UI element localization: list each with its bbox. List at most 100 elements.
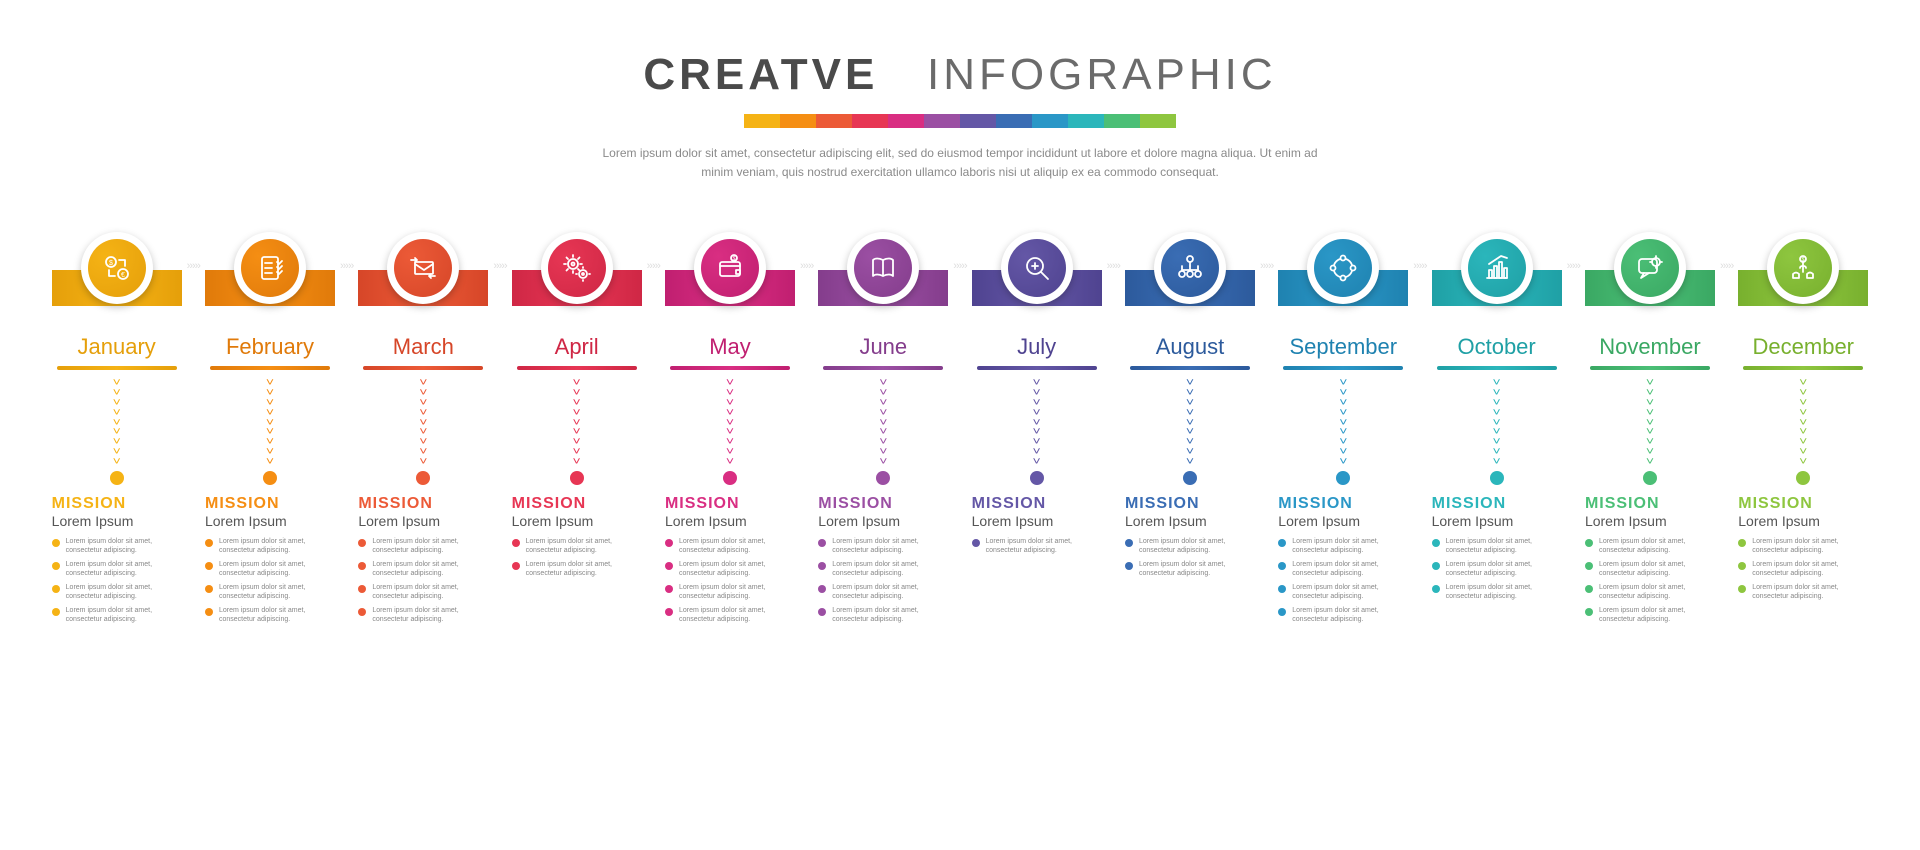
bullet-item: Lorem ipsum dolor sit amet, consectetur … (665, 537, 795, 555)
mission-subtitle: Lorem Ipsum (1738, 513, 1868, 529)
medal: $€ (81, 232, 153, 304)
mission-block: MISSION Lorem Ipsum Lorem ipsum dolor si… (665, 495, 795, 625)
medal (1461, 232, 1533, 304)
connector-chevrons: ››››› (1386, 260, 1454, 272)
vertical-chevrons-icon: ˅˅˅˅˅˅˅˅˅ (1646, 378, 1654, 466)
bullet-dot-icon (52, 608, 60, 616)
medal (847, 232, 919, 304)
mission-title: MISSION (972, 495, 1102, 513)
month-column: ››››› July ˅˅˅˅˅˅˅˅˅ MISSION Lorem Ipsum… (960, 232, 1113, 554)
bullet-item: Lorem ipsum dolor sit amet, consectetur … (818, 606, 948, 624)
bullet-text: Lorem ipsum dolor sit amet, consectetur … (372, 583, 488, 601)
bullet-list: Lorem ipsum dolor sit amet, consectetur … (52, 537, 182, 625)
month-column: ››››› October ˅˅˅˅˅˅˅˅˅ MISSION Lorem Ip… (1420, 232, 1573, 601)
icon-assembly (1125, 232, 1255, 322)
book-icon (854, 239, 912, 297)
bar-chart-icon (1468, 239, 1526, 297)
mission-subtitle: Lorem Ipsum (1585, 513, 1715, 529)
bullet-item: Lorem ipsum dolor sit amet, consectetur … (52, 583, 182, 601)
medal (234, 232, 306, 304)
vertical-chevrons-icon: ˅˅˅˅˅˅˅˅˅ (573, 378, 581, 466)
bullet-list: Lorem ipsum dolor sit amet, consectetur … (1125, 537, 1255, 578)
bullet-dot-icon (818, 562, 826, 570)
icon-assembly (512, 232, 642, 322)
bullet-text: Lorem ipsum dolor sit amet, consectetur … (1292, 537, 1408, 555)
mission-subtitle: Lorem Ipsum (205, 513, 335, 529)
org-chart-icon (1161, 239, 1219, 297)
terminal-dot-icon (1796, 471, 1810, 485)
connector-chevrons: ››››› (926, 260, 994, 272)
strip-swatch (744, 114, 780, 128)
bullet-list: Lorem ipsum dolor sit amet, consectetur … (972, 537, 1102, 555)
bullet-dot-icon (818, 539, 826, 547)
underline (1437, 366, 1557, 370)
magnifier-icon (1008, 239, 1066, 297)
bullet-dot-icon (52, 562, 60, 570)
mission-title: MISSION (665, 495, 795, 513)
title-light: INFOGRAPHIC (927, 50, 1277, 99)
bullet-dot-icon (1738, 562, 1746, 570)
underline (517, 366, 637, 370)
vertical-chevrons-icon: ˅˅˅˅˅˅˅˅˅ (1799, 378, 1807, 466)
bullet-item: Lorem ipsum dolor sit amet, consectetur … (512, 560, 642, 578)
bullet-text: Lorem ipsum dolor sit amet, consectetur … (1446, 537, 1562, 555)
connector-chevrons: ››››› (1079, 260, 1147, 272)
connector-chevrons: ››››› (1693, 260, 1761, 272)
bullet-dot-icon (205, 562, 213, 570)
bullet-text: Lorem ipsum dolor sit amet, consectetur … (1446, 583, 1562, 601)
mission-title: MISSION (1432, 495, 1562, 513)
bullet-dot-icon (665, 585, 673, 593)
underline (670, 366, 790, 370)
mission-block: MISSION Lorem Ipsum Lorem ipsum dolor si… (205, 495, 335, 625)
underline (210, 366, 330, 370)
medal (541, 232, 613, 304)
icon-assembly: $ (1738, 232, 1868, 322)
mission-subtitle: Lorem Ipsum (1278, 513, 1408, 529)
svg-text:€: € (121, 272, 125, 279)
bullet-text: Lorem ipsum dolor sit amet, consectetur … (372, 560, 488, 578)
bullet-text: Lorem ipsum dolor sit amet, consectetur … (372, 537, 488, 555)
mission-title: MISSION (52, 495, 182, 513)
mission-title: MISSION (1738, 495, 1868, 513)
terminal-dot-icon (110, 471, 124, 485)
strip-swatch (1068, 114, 1104, 128)
month-label: May (709, 334, 751, 360)
icon-assembly (1278, 232, 1408, 322)
bullet-text: Lorem ipsum dolor sit amet, consectetur … (1752, 560, 1868, 578)
mission-block: MISSION Lorem Ipsum Lorem ipsum dolor si… (512, 495, 642, 578)
bullet-text: Lorem ipsum dolor sit amet, consectetur … (1599, 560, 1715, 578)
bullet-item: Lorem ipsum dolor sit amet, consectetur … (1585, 560, 1715, 578)
svg-text:$: $ (1802, 257, 1805, 263)
strip-swatch (852, 114, 888, 128)
bullet-dot-icon (1278, 585, 1286, 593)
bullet-dot-icon (665, 562, 673, 570)
bullet-dot-icon (52, 585, 60, 593)
underline (1283, 366, 1403, 370)
month-column: ››››› November ˅˅˅˅˅˅˅˅˅ MISSION Lorem I… (1573, 232, 1726, 624)
bullet-text: Lorem ipsum dolor sit amet, consectetur … (1292, 606, 1408, 624)
vertical-chevrons-icon: ˅˅˅˅˅˅˅˅˅ (1339, 378, 1347, 466)
bullet-item: Lorem ipsum dolor sit amet, consectetur … (1278, 537, 1408, 555)
bullet-text: Lorem ipsum dolor sit amet, consectetur … (66, 583, 182, 601)
bullet-item: Lorem ipsum dolor sit amet, consectetur … (665, 606, 795, 624)
bullet-item: Lorem ipsum dolor sit amet, consectetur … (205, 537, 335, 555)
bullet-dot-icon (358, 539, 366, 547)
bullet-item: Lorem ipsum dolor sit amet, consectetur … (1585, 537, 1715, 555)
bullet-list: Lorem ipsum dolor sit amet, consectetur … (1738, 537, 1868, 602)
money-exchange-icon: $€ (88, 239, 146, 297)
mission-subtitle: Lorem Ipsum (818, 513, 948, 529)
bullet-item: Lorem ipsum dolor sit amet, consectetur … (205, 560, 335, 578)
bullet-list: Lorem ipsum dolor sit amet, consectetur … (1585, 537, 1715, 625)
vertical-chevrons-icon: ˅˅˅˅˅˅˅˅˅ (1493, 378, 1501, 466)
bullet-text: Lorem ipsum dolor sit amet, consectetur … (1292, 560, 1408, 578)
wallet-icon: $ (701, 239, 759, 297)
terminal-dot-icon (723, 471, 737, 485)
bullet-dot-icon (358, 608, 366, 616)
gears-icon (548, 239, 606, 297)
mission-block: MISSION Lorem Ipsum Lorem ipsum dolor si… (1432, 495, 1562, 602)
bullet-item: Lorem ipsum dolor sit amet, consectetur … (52, 537, 182, 555)
title-bold: CREATVE (643, 50, 878, 99)
bullet-item: Lorem ipsum dolor sit amet, consectetur … (358, 537, 488, 555)
bullet-text: Lorem ipsum dolor sit amet, consectetur … (66, 606, 182, 624)
bullet-item: Lorem ipsum dolor sit amet, consectetur … (972, 537, 1102, 555)
